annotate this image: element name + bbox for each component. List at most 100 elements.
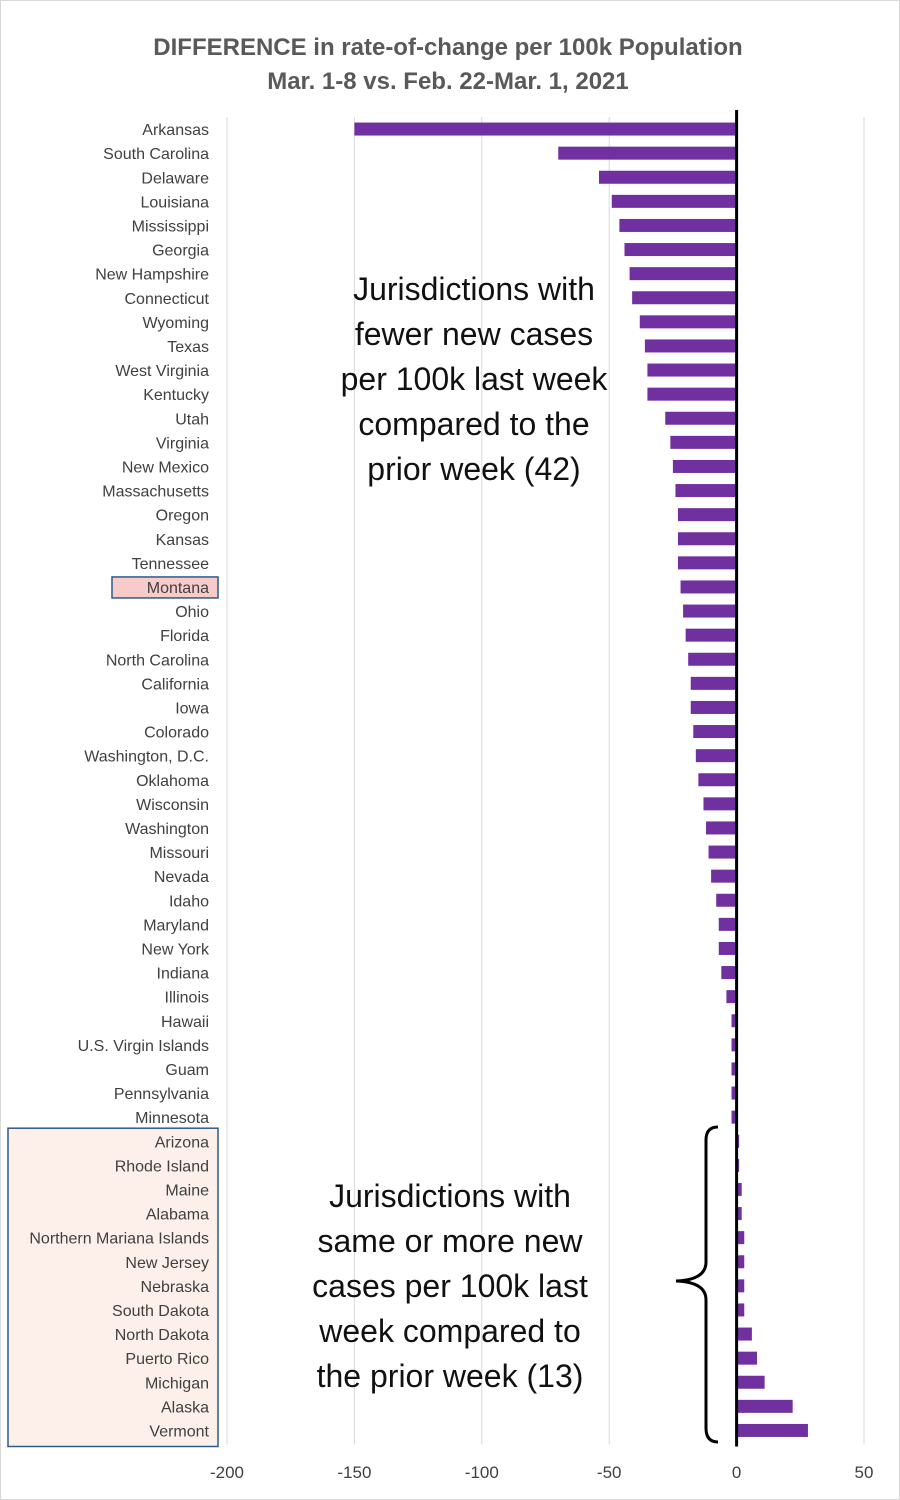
category-label-minnesota: Minnesota	[135, 1110, 209, 1127]
bar-maryland	[718, 917, 737, 931]
bar-nebraska	[736, 1279, 745, 1293]
bar-kansas	[677, 532, 737, 546]
category-label-south-carolina: South Carolina	[103, 146, 209, 163]
bar-maine	[736, 1182, 742, 1196]
group-brace	[675, 1125, 719, 1444]
bar-puerto-rico	[736, 1351, 757, 1365]
category-label-montana: Montana	[147, 580, 209, 597]
category-label-oregon: Oregon	[156, 508, 209, 525]
bar-oklahoma	[698, 773, 737, 787]
bar-florida	[685, 628, 737, 642]
category-label-ohio: Ohio	[175, 604, 209, 621]
category-label-alaska: Alaska	[161, 1399, 209, 1416]
category-label-florida: Florida	[160, 628, 209, 645]
bar-alabama	[736, 1207, 742, 1221]
chart-title-line-2: Mar. 1-8 vs. Feb. 22-Mar. 1, 2021	[267, 68, 629, 95]
bar-delaware	[599, 170, 737, 184]
category-label-texas: Texas	[167, 339, 209, 356]
bar-oregon	[677, 508, 737, 522]
x-tick-label: 50	[855, 1463, 874, 1482]
category-label-wyoming: Wyoming	[142, 315, 209, 332]
category-label-kansas: Kansas	[156, 532, 209, 549]
category-label-north-dakota: North Dakota	[115, 1327, 209, 1344]
category-label-colorado: Colorado	[144, 725, 209, 742]
chart-title-line-1: DIFFERENCE in rate-of-change per 100k Po…	[153, 34, 742, 61]
category-label-maryland: Maryland	[143, 917, 209, 934]
category-label-mississippi: Mississippi	[132, 218, 209, 235]
bar-montana	[680, 580, 737, 594]
category-label-virginia: Virginia	[156, 435, 209, 452]
bar-washington	[706, 821, 737, 835]
category-label-kentucky: Kentucky	[143, 387, 209, 404]
bar-vermont	[736, 1423, 808, 1437]
bar-michigan	[736, 1375, 765, 1389]
category-label-rhode-island: Rhode Island	[115, 1158, 209, 1175]
category-label-pennsylvania: Pennsylvania	[114, 1086, 209, 1103]
annotation-1-line-1: Jurisdictions with	[353, 271, 595, 307]
annotation-1-line-5: prior week (42)	[367, 451, 580, 487]
bar-louisiana	[611, 194, 737, 208]
bar-ohio	[683, 604, 737, 618]
category-label-idaho: Idaho	[169, 893, 209, 910]
bar-new-mexico	[672, 459, 737, 473]
bar-kentucky	[647, 387, 737, 401]
category-label-north-carolina: North Carolina	[106, 652, 209, 669]
category-label-u-s-virgin-islands: U.S. Virgin Islands	[78, 1038, 209, 1055]
category-label-california: California	[141, 676, 209, 693]
category-label-northern-mariana-islands: Northern Mariana Islands	[29, 1231, 209, 1248]
bar-north-dakota	[736, 1327, 752, 1341]
annotation-1-line-4: compared to the	[358, 406, 589, 442]
annotation-2-line-3: cases per 100k last	[312, 1268, 588, 1304]
category-label-maine: Maine	[165, 1182, 209, 1199]
bar-tennessee	[677, 556, 737, 570]
annotation-2-line-1: Jurisdictions with	[329, 1178, 571, 1214]
bar-connecticut	[632, 291, 737, 305]
bar-guam	[731, 1062, 737, 1076]
category-labels: Arkansas South Carolina Delaware Louisiana M…	[29, 122, 210, 1440]
category-label-louisiana: Louisiana	[141, 194, 210, 211]
x-tick-label: -50	[597, 1463, 622, 1482]
bar-colorado	[693, 725, 737, 739]
bar-virginia	[670, 435, 737, 449]
bar-northern-mariana-islands	[736, 1231, 745, 1245]
category-label-oklahoma: Oklahoma	[136, 773, 209, 790]
category-label-new-jersey: New Jersey	[125, 1255, 209, 1272]
bar-new-york	[718, 941, 737, 955]
x-axis-ticks: -200 -150 -100 -50 0 50	[210, 1463, 873, 1482]
bar-missouri	[708, 845, 737, 859]
category-label-arizona: Arizona	[155, 1134, 209, 1151]
x-tick-label: -200	[210, 1463, 244, 1482]
bar-south-carolina	[558, 146, 737, 160]
x-tick-label: -100	[465, 1463, 499, 1482]
annotation-2-line-5: the prior week (13)	[317, 1358, 584, 1394]
category-label-new-hampshire: New Hampshire	[95, 267, 209, 284]
label-boxes	[7, 576, 219, 1448]
gridlines	[226, 117, 865, 1445]
category-label-new-mexico: New Mexico	[122, 459, 209, 476]
category-label-illinois: Illinois	[165, 990, 209, 1007]
bar-mississippi	[619, 218, 737, 232]
category-label-new-york: New York	[141, 941, 210, 958]
category-label-michigan: Michigan	[145, 1375, 209, 1392]
category-label-vermont: Vermont	[149, 1423, 209, 1440]
category-label-washington-d-c: Washington, D.C.	[84, 749, 209, 766]
bar-california	[690, 676, 737, 690]
category-label-south-dakota: South Dakota	[112, 1303, 209, 1320]
bar-wyoming	[639, 315, 737, 329]
x-tick-label: 0	[732, 1463, 741, 1482]
category-label-nebraska: Nebraska	[141, 1279, 210, 1296]
bar-north-carolina	[688, 652, 737, 666]
category-label-alabama: Alabama	[146, 1207, 209, 1224]
category-label-georgia: Georgia	[152, 243, 209, 260]
category-label-delaware: Delaware	[141, 170, 209, 187]
bar-idaho	[716, 893, 737, 907]
category-label-guam: Guam	[165, 1062, 209, 1079]
category-label-tennessee: Tennessee	[132, 556, 209, 573]
annotation-2-line-4: week compared to	[318, 1313, 580, 1349]
bar-nevada	[711, 869, 737, 883]
category-label-iowa: Iowa	[175, 700, 209, 717]
bar-u-s-virgin-islands	[731, 1038, 737, 1052]
bar-illinois	[726, 990, 737, 1004]
x-tick-label: -150	[337, 1463, 371, 1482]
